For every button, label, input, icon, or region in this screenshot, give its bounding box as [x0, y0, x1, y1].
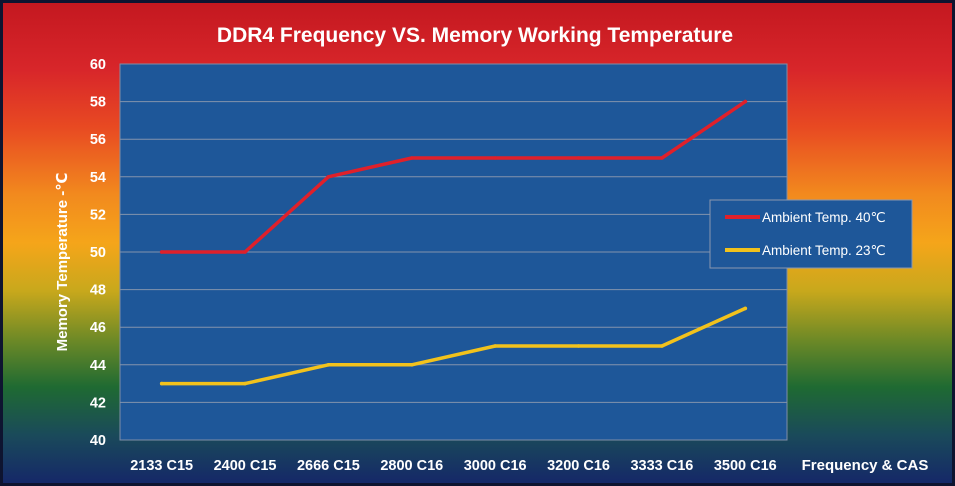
legend-label-40: Ambient Temp. 40℃ [762, 210, 886, 225]
series-lines [159, 99, 748, 386]
y-tick-label: 52 [90, 207, 106, 223]
x-tick-label: 3500 C16 [714, 458, 777, 474]
y-axis-ticks: 40 42 44 46 48 50 52 54 56 58 60 [90, 57, 106, 449]
y-axis-label: Memory Temperature -℃ [54, 173, 71, 352]
y-tick-label: 60 [90, 57, 106, 73]
y-tick-label: 40 [90, 433, 106, 449]
x-axis-ticks: 2133 C15 2400 C15 2666 C15 2800 C16 3000 C16… [130, 458, 777, 474]
data-point [576, 156, 581, 160]
x-tick-label: 2666 C15 [297, 458, 360, 474]
y-tick-label: 42 [90, 395, 106, 411]
data-point [660, 156, 664, 160]
data-point [576, 344, 581, 348]
y-tick-label: 56 [90, 132, 106, 148]
data-point [326, 363, 331, 367]
chart-title: DDR4 Frequency VS. Memory Working Temper… [217, 24, 733, 47]
line-chart: DDR4 Frequency VS. Memory Working Temper… [54, 24, 929, 474]
legend-label-23: Ambient Temp. 23℃ [762, 243, 886, 258]
legend: Ambient Temp. 40℃ Ambient Temp. 23℃ [709, 199, 913, 269]
x-axis-label: Frequency & CAS [802, 457, 929, 474]
y-tick-label: 54 [90, 170, 106, 186]
data-point [743, 99, 748, 104]
series-line [159, 99, 748, 254]
data-point [243, 250, 247, 254]
data-point [660, 344, 664, 348]
y-tick-label: 48 [90, 283, 106, 299]
x-tick-label: 3333 C16 [630, 458, 693, 474]
x-tick-label: 2133 C15 [130, 458, 193, 474]
data-point [243, 381, 247, 386]
data-point [493, 156, 497, 160]
data-point [743, 306, 748, 311]
y-tick-label: 44 [90, 358, 106, 374]
y-tick-label: 50 [90, 245, 106, 261]
data-point [410, 156, 414, 160]
x-tick-label: 3200 C16 [547, 458, 610, 474]
data-point [326, 175, 331, 179]
data-point [159, 250, 164, 254]
data-point [159, 381, 164, 386]
gridlines [120, 101, 787, 403]
x-tick-label: 2400 C15 [214, 458, 277, 474]
x-tick-label: 2800 C16 [380, 458, 443, 474]
y-tick-label: 58 [90, 95, 106, 111]
data-point [493, 344, 497, 348]
x-tick-label: 3000 C16 [464, 458, 527, 474]
data-point [410, 363, 414, 367]
y-tick-label: 46 [90, 320, 106, 336]
series-line [159, 306, 748, 386]
legend-box [709, 199, 913, 269]
